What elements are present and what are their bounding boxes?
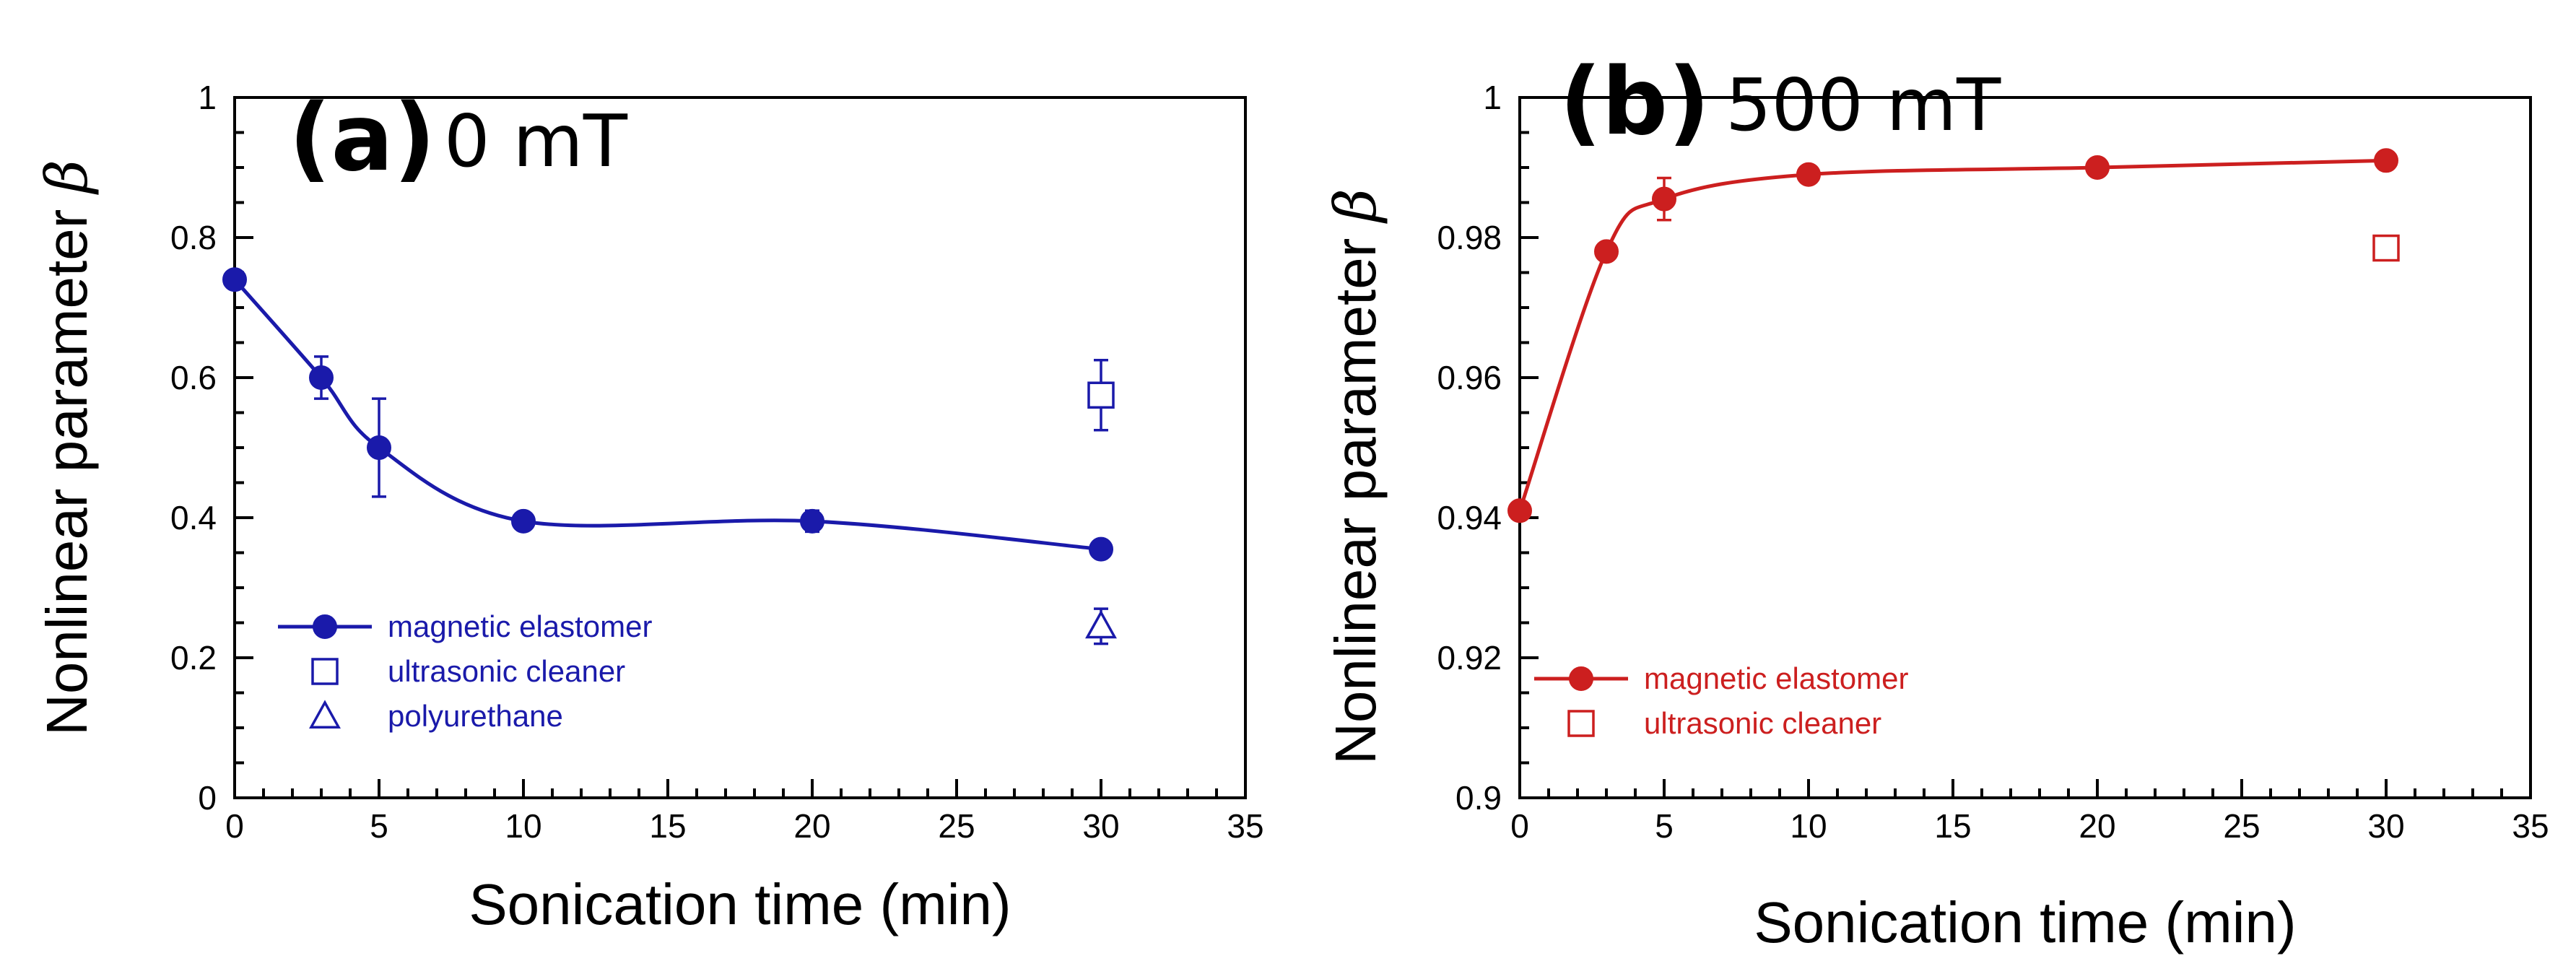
panel-b-legend-ultrasonic-cleaner-marker bbox=[1567, 710, 1595, 737]
panel-a-x-axis-title: Sonication time (min) bbox=[469, 872, 1011, 936]
panel-a-polyurethane-point bbox=[1085, 609, 1117, 639]
panel-a-magnetic-elastomer-point bbox=[309, 365, 334, 390]
panel-a-magnetic-elastomer-point bbox=[800, 508, 824, 534]
panel-b-y-tick-label: 0.96 bbox=[1437, 359, 1502, 396]
panel-b-series-magnetic-elastomer bbox=[1507, 148, 2398, 523]
panel-a-x-tick-label: 30 bbox=[1082, 807, 1119, 845]
panel-b-y-tick-label: 0.92 bbox=[1437, 639, 1502, 677]
panel-b-y-axis-title-beta: β bbox=[1322, 188, 1389, 224]
panel-a-magnetic-elastomer-point bbox=[367, 435, 391, 460]
panel-a-x-tick-label: 10 bbox=[505, 807, 541, 845]
panel-b-x-tick-label: 15 bbox=[1934, 807, 1971, 845]
panel-a-x-tick-label: 0 bbox=[225, 807, 244, 845]
panel-b-chart: 0 5 10 15 20 25 30 35 0.9 0.92 0.94 0.96 0.98 1 magne… bbox=[1322, 48, 2549, 955]
panel-b-y-tick-label: 0.94 bbox=[1437, 499, 1502, 536]
panel-a-magnetic-elastomer-point bbox=[222, 267, 247, 292]
panel-b-legend-magnetic-elastomer-marker bbox=[1569, 666, 1593, 691]
panel-a-x-tick-label: 35 bbox=[1227, 807, 1263, 845]
panel-b-magnetic-elastomer-point bbox=[2085, 155, 2110, 180]
panel-b-x-tick-label: 35 bbox=[2512, 807, 2549, 845]
panel-a-series-ultrasonic-cleaner bbox=[1087, 359, 1115, 432]
panel-a-x-tick-label: 15 bbox=[649, 807, 686, 845]
panel-b-magnetic-elastomer-point bbox=[1652, 186, 1676, 212]
panel-a-magnetic-elastomer-point bbox=[511, 508, 536, 534]
panel-a-legend-magnetic-elastomer: magnetic elastomer bbox=[278, 609, 653, 643]
panel-a-y-tick-label: 0.8 bbox=[170, 219, 217, 256]
panel-b-x-tick-label: 25 bbox=[2223, 807, 2260, 845]
panel-a-x-tick-label: 5 bbox=[370, 807, 388, 845]
panel-b-x-tick-label: 5 bbox=[1655, 807, 1674, 845]
panel-b-x-tick-label: 30 bbox=[2367, 807, 2404, 845]
panel-b-legend-magnetic-elastomer-label: magnetic elastomer bbox=[1644, 661, 1909, 695]
panel-a-legend-polyurethane-marker bbox=[309, 700, 341, 729]
panel-b-x-tick-label: 0 bbox=[1510, 807, 1529, 845]
panel-a-y-tick-label: 0.6 bbox=[170, 359, 217, 396]
panel-a-magnetic-elastomer-line bbox=[233, 278, 1102, 552]
panel-a-y-tick-label: 0 bbox=[198, 779, 217, 817]
panel-a-y-tick-label: 1 bbox=[198, 79, 217, 116]
panel-a-chart: 0 5 10 15 20 25 30 35 0 0.2 0.4 0.6 0.8 1 magnetic el… bbox=[33, 79, 1264, 936]
panel-a-legend-ultrasonic-cleaner-label: ultrasonic cleaner bbox=[388, 654, 625, 688]
panel-a-ultrasonic-cleaner-point bbox=[1087, 381, 1115, 409]
panel-a-magnetic-elastomer-point bbox=[1089, 536, 1113, 562]
panel-a-series-polyurethane bbox=[1085, 607, 1117, 645]
panel-a-legend-polyurethane-label: polyurethane bbox=[388, 699, 563, 733]
panel-b-letter: (b) bbox=[1559, 48, 1710, 156]
panel-b-y-tick-label: 0.98 bbox=[1437, 219, 1502, 256]
panel-b-x-tick-label: 20 bbox=[2079, 807, 2115, 845]
panel-a-legend-ultrasonic-cleaner: ultrasonic cleaner bbox=[311, 654, 625, 688]
panel-b-series-ultrasonic-cleaner bbox=[2372, 234, 2400, 262]
panel-a-y-axis-title-text: Nonlinear parameter bbox=[35, 193, 99, 735]
panel-b-x-tick-label: 10 bbox=[1790, 807, 1827, 845]
panel-b-y-tick-label: 0.9 bbox=[1455, 779, 1502, 817]
panel-b-y-tick-label: 1 bbox=[1483, 79, 1502, 116]
panel-a-y-tick-label: 0.2 bbox=[170, 639, 217, 677]
panel-b-legend-ultrasonic-cleaner-label: ultrasonic cleaner bbox=[1644, 706, 1881, 740]
panel-b-magnetic-elastomer-point bbox=[1594, 239, 1619, 264]
panel-a-legend-polyurethane: polyurethane bbox=[309, 699, 563, 733]
panel-a-series-magnetic-elastomer bbox=[222, 267, 1113, 562]
panel-a-legend-magnetic-elastomer-label: magnetic elastomer bbox=[388, 609, 653, 643]
panel-b-magnetic-elastomer-line bbox=[1518, 158, 2387, 512]
panel-b-magnetic-elastomer-point bbox=[1507, 498, 1532, 523]
panel-a-y-axis-title: Nonlinear parameter β bbox=[33, 160, 100, 736]
panel-a-y-axis-title-beta: β bbox=[33, 160, 100, 195]
panel-b-legend-ultrasonic-cleaner: ultrasonic cleaner bbox=[1567, 706, 1881, 740]
panel-b-field-label: 500 mT bbox=[1726, 63, 2001, 147]
panel-a-letter: (a) bbox=[289, 84, 435, 192]
panel-a-x-tick-label: 20 bbox=[793, 807, 830, 845]
panel-b-legend-magnetic-elastomer: magnetic elastomer bbox=[1534, 661, 1909, 695]
panel-a-legend-ultrasonic-cleaner-marker bbox=[311, 658, 339, 685]
panel-a-legend-magnetic-elastomer-marker bbox=[313, 614, 337, 639]
panel-a-field-label: 0 mT bbox=[444, 99, 628, 183]
panel-b-ultrasonic-cleaner-point bbox=[2372, 234, 2400, 262]
panel-b-x-axis-title: Sonication time (min) bbox=[1754, 890, 2296, 955]
panel-b-magnetic-elastomer-point bbox=[2374, 148, 2398, 173]
panel-b-y-axis-title: Nonlinear parameter β bbox=[1322, 188, 1389, 765]
panel-b-y-axis-title-text: Nonlinear parameter bbox=[1323, 222, 1388, 764]
panel-b-magnetic-elastomer-point bbox=[1796, 162, 1821, 187]
panel-a-x-tick-label: 25 bbox=[938, 807, 975, 845]
panel-a-y-tick-label: 0.4 bbox=[170, 499, 217, 536]
